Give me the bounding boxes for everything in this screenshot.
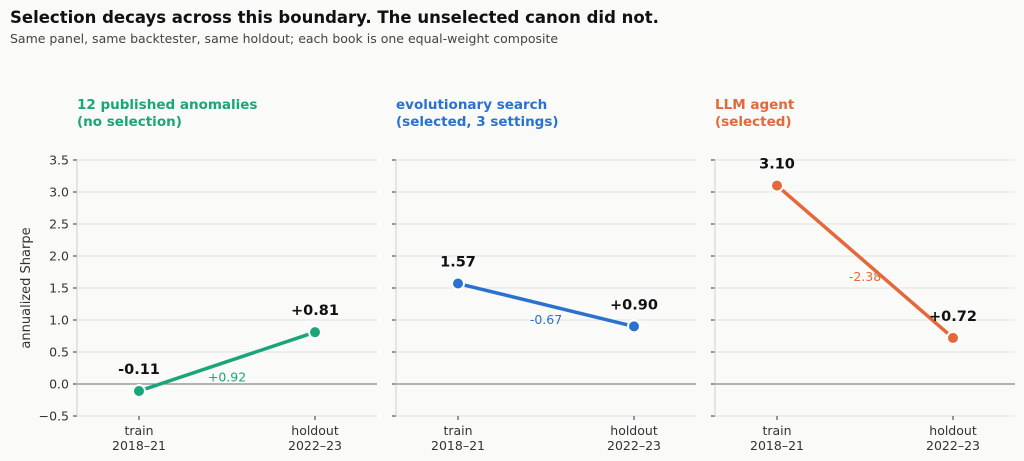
x-tick-label: train: [443, 423, 472, 438]
delta-label: +0.92: [208, 370, 246, 385]
data-point: [132, 384, 146, 399]
panel-title-line: (selected, 3 settings): [396, 114, 559, 130]
x-tick-label: 2018–21: [750, 438, 804, 453]
delta-label: -0.67: [530, 312, 562, 327]
x-tick-label: train: [124, 423, 153, 438]
series-line: [137, 330, 317, 393]
data-point: [770, 178, 784, 193]
panel-title-line: (no selection): [77, 114, 182, 130]
x-tick-label: 2018–21: [112, 438, 166, 453]
x-tick-label: train: [762, 423, 791, 438]
data-point: [627, 319, 641, 334]
x-tick-label: 2018–21: [431, 438, 485, 453]
x-tick-label: holdout: [291, 423, 339, 438]
y-tick-label: 1.5: [49, 281, 69, 296]
panel-title-line: evolutionary search: [396, 97, 547, 113]
y-tick-label: 3.0: [49, 185, 69, 200]
y-tick-label: 0.5: [49, 345, 69, 360]
panel-title-line: LLM agent: [715, 97, 795, 113]
x-tick-label: 2022–23: [288, 438, 342, 453]
data-label: -0.11: [118, 362, 160, 378]
x-tick-label: 2022–23: [926, 438, 980, 453]
data-point: [451, 276, 465, 291]
y-axis-label: annualized Sharpe: [19, 227, 34, 348]
delta-label: -2.38: [849, 269, 881, 284]
chart-title: Selection decays across this boundary. T…: [10, 8, 659, 27]
panel-title-line: 12 published anomalies: [77, 97, 257, 113]
y-tick-label: 0.0: [49, 377, 69, 392]
x-tick-label: holdout: [929, 423, 977, 438]
y-tick-label: 1.0: [49, 313, 69, 328]
y-tick-label: 2.0: [49, 249, 69, 264]
data-label: +0.72: [929, 309, 977, 325]
chart-subtitle: Same panel, same backtester, same holdou…: [10, 31, 559, 46]
y-tick-label: −0.5: [39, 409, 69, 424]
data-label: +0.90: [610, 297, 658, 313]
panel-title-line: (selected): [715, 114, 792, 130]
x-tick-label: 2022–23: [607, 438, 661, 453]
data-point: [308, 325, 322, 340]
y-tick-label: 2.5: [49, 217, 69, 232]
data-label: 1.57: [440, 255, 476, 271]
series-line: [456, 281, 636, 329]
x-tick-label: holdout: [610, 423, 658, 438]
data-point: [946, 330, 960, 345]
data-label: +0.81: [291, 303, 339, 319]
series-line: [775, 183, 955, 340]
data-label: 3.10: [759, 157, 795, 173]
y-tick-label: 3.5: [49, 153, 69, 168]
